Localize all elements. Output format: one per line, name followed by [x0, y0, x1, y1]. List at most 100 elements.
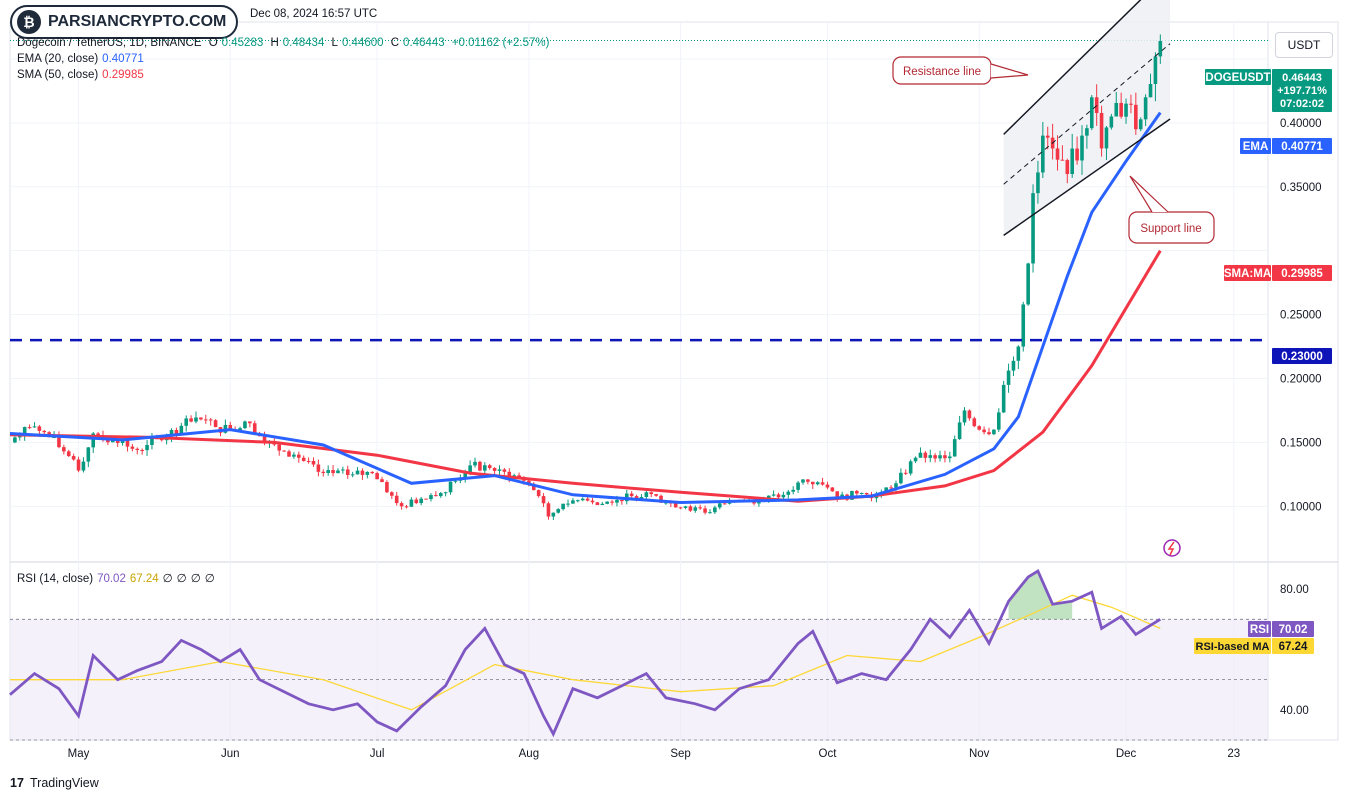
candle-body [801, 479, 805, 483]
rsi-extra-3: ∅ [190, 573, 201, 585]
symbol-legend[interactable]: Dogecoin / TetherUS, 1D, BINANCE O 0.4528… [17, 37, 553, 49]
candle-body [115, 439, 120, 444]
candle-body [1080, 135, 1084, 161]
candle-body [1094, 97, 1099, 113]
candle-body [438, 493, 443, 497]
candle-body [551, 512, 556, 517]
candle-body [615, 499, 619, 503]
candle-body [1114, 102, 1119, 117]
candle-body [703, 508, 707, 513]
channel-region [1003, 0, 1171, 236]
candle-body [693, 507, 698, 511]
candle-body [683, 506, 688, 508]
candle-body [859, 492, 864, 494]
candle-body [355, 470, 360, 475]
support-callout-label: Support line [1140, 223, 1201, 235]
candle-body [453, 480, 458, 482]
candles [13, 34, 1163, 520]
ema-label: EMA (20, close) [17, 53, 99, 65]
candle-body [791, 489, 795, 492]
ema-legend[interactable]: EMA (20, close) 0.40771 [17, 53, 148, 65]
candle-body [1001, 384, 1006, 413]
candle-body [717, 503, 722, 508]
candle-body [27, 427, 32, 429]
ema-badge: 0.40771 [1272, 138, 1332, 154]
level-badge-text: 0.23000 [1281, 351, 1323, 363]
ema-badge-bg [1272, 138, 1332, 154]
candle-body [600, 503, 605, 506]
level-badge: 0.23000 [1272, 348, 1332, 364]
rsi-legend[interactable]: RSI (14, close) 70.02 67.24 ∅ ∅ ∅ ∅ [17, 571, 219, 585]
candle-body [135, 448, 140, 450]
currency-button[interactable]: USDT [1275, 32, 1333, 58]
resistance-callout: Resistance line [892, 56, 1029, 85]
candle-body [145, 444, 149, 451]
symbol-title: Dogecoin / TetherUS, 1D, BINANCE [17, 37, 202, 49]
candle-body [923, 452, 928, 458]
candle-body [1158, 41, 1163, 57]
date-label: Dec 08, 2024 16:57 UTC [250, 8, 378, 20]
sma-tag-badge-text: SMA:MA [1224, 268, 1271, 280]
rsi-ma-badge-text: 67.24 [1279, 641, 1308, 653]
l-label: L [331, 37, 338, 49]
candle-body [96, 433, 100, 436]
candle-body [678, 507, 683, 509]
sma-badge: 0.29985 [1272, 265, 1332, 281]
rsi-value: 70.02 [97, 573, 126, 585]
candle-body [864, 492, 869, 495]
support-line [1003, 118, 1171, 236]
channel-midline [1003, 43, 1171, 185]
candle-body [424, 498, 428, 500]
candle-body [238, 428, 242, 431]
candle-body [282, 450, 286, 452]
candle-body [297, 454, 301, 458]
candle-body [360, 470, 365, 475]
candle-body [952, 439, 957, 457]
ema20-line [9, 111, 1162, 505]
candle-body [634, 496, 639, 499]
price-tick-label: 0.35000 [1280, 182, 1322, 194]
candle-body [57, 437, 61, 448]
candle-body [654, 494, 658, 496]
bitcoin-logo-icon: ₿ [17, 10, 41, 34]
candle-body [316, 464, 321, 472]
candle-body [1011, 360, 1016, 371]
resistance-line [1003, 0, 1142, 135]
candle-body [899, 472, 903, 484]
candle-body [1031, 193, 1035, 264]
resistance-callout-label: Resistance line [903, 66, 981, 78]
candle-body [507, 471, 512, 478]
candle-body [301, 457, 306, 461]
candle-body [252, 423, 257, 435]
candle-body [531, 483, 536, 491]
rsi-ma-tag-badge-text: RSI-based MA [1196, 641, 1270, 653]
candle-body [1134, 104, 1138, 130]
candle-body [1021, 304, 1026, 347]
candle-body [213, 420, 218, 428]
candle-body [468, 465, 472, 474]
rsi-band [10, 619, 1268, 740]
candle-body [443, 492, 448, 494]
candle-body [189, 418, 193, 422]
sma-legend[interactable]: SMA (50, close) 0.29985 [17, 69, 148, 81]
candle-body [91, 433, 96, 448]
candle-body [987, 432, 991, 435]
candle-body [1060, 159, 1065, 161]
rsi-ma-badge: 67.24 [1272, 638, 1314, 654]
candle-body [948, 456, 952, 459]
candle-body [399, 503, 404, 507]
time-tick-label: 23 [1227, 748, 1240, 760]
rsi-extra-1: ∅ [162, 573, 173, 585]
sma-badge-text: 0.29985 [1281, 268, 1323, 280]
candle-body [385, 482, 389, 493]
ema-badge-text: 0.40771 [1281, 141, 1323, 153]
rsi-ma-badge-bg [1272, 638, 1314, 654]
candle-body [571, 500, 575, 504]
candle-body [546, 503, 551, 517]
candle-body [830, 487, 835, 492]
sma-value: 0.29985 [102, 69, 144, 81]
candle-body [1041, 135, 1045, 173]
candle-body [639, 496, 644, 499]
candle-body [22, 427, 27, 436]
